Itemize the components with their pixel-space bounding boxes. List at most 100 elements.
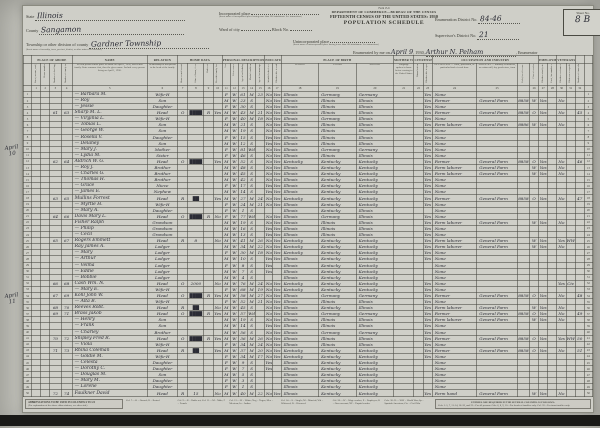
cell-sch: No (264, 310, 274, 318)
table-row: 32 66 68 Cash Wm. N. Head O 2000 No M W 76 M 24 No Yes… (22, 279, 594, 287)
group-header: HOME DATA (177, 55, 223, 64)
cell-eng: Yes (422, 255, 433, 263)
cell-dw: 72 (49, 389, 62, 397)
cell-eng: Yes (422, 334, 433, 342)
cell-wk: Yes (538, 310, 549, 318)
enumeration-district-field: Enumeration District No. 84-46 (435, 13, 521, 24)
cell-code: 8858 (516, 194, 531, 202)
cell-val: ████ (187, 157, 205, 166)
sheet-number-box: Sheet No. 8 B (563, 9, 600, 36)
abbreviation-block: Col. 26.—W = Wage worker; E = Employer; … (332, 398, 380, 405)
cell-wk: Yes (538, 346, 549, 354)
cell-rw: Yes (272, 298, 282, 306)
enumeration-year: , 1930, (413, 50, 425, 55)
incorporated-label: Incorporated place (219, 11, 251, 16)
cell-eng: Yes (422, 231, 433, 239)
cell-rw: Yes (272, 133, 282, 141)
cell-sch: Yes (264, 261, 274, 269)
table-row: 24— Cecil Grandson M W 13 S Yes Yes Illinois Illi… (22, 231, 594, 239)
cell-sch: No (264, 346, 274, 354)
cell-eng: Yes (422, 170, 433, 178)
cell-rw: Yes (272, 170, 282, 178)
cell-wk: Yes (538, 243, 549, 251)
cell-eng: Yes (422, 127, 433, 135)
abbreviation-blocks: Col. 7.—O = Owned; R = Rented Col. 9.—R =… (126, 399, 432, 409)
census-table: PLACE OF ABODE NAME RELATION HOME DATA PERSO… (22, 55, 594, 397)
enumeration-date: April 9 (390, 48, 414, 56)
ward-label: Ward of city (219, 27, 240, 32)
table-row: 50 72 74 Faulkner David Head R 15 No M W 40 M 22 No Ye… (22, 389, 594, 397)
cell-war (565, 389, 576, 397)
cell-rw: Yes (272, 212, 282, 220)
column-label-cls: Class of worker (528, 63, 540, 86)
cell-wk: Yes (538, 316, 549, 324)
cell-sch: No (264, 115, 274, 123)
margin-note-april-10: April 10 (4, 144, 19, 158)
cell-rw: Yes (272, 389, 282, 397)
cell-rw: Yes (272, 121, 282, 129)
group-header: VETERANS (556, 55, 576, 64)
cell-sch: No (264, 298, 274, 306)
cell-rw: Yes (272, 115, 282, 123)
cell-sch: Yes (264, 139, 274, 147)
table-head: PLACE OF ABODE NAME RELATION HOME DATA PERSO… (22, 55, 594, 92)
supervisor-district-label: Supervisor's District No. (435, 33, 477, 38)
column-label-lnr (583, 63, 594, 86)
cell-code (516, 389, 531, 397)
cell-bpf: Kentucky (318, 389, 357, 397)
table-row: 14— Charles G. Brother M W 45 S No Yes Illinois K… (22, 170, 594, 178)
cell-farm: Yes (212, 334, 223, 342)
township-value: Gardner Township (91, 38, 162, 49)
cell-age: 40 (237, 389, 249, 397)
cell-rw: Yes (272, 127, 282, 135)
table-row: 31— Bobbie Lodger M W 4 S Illinois Kentucky Kent… (22, 273, 594, 281)
department-line: DEPARTMENT OF COMMERCE—BUREAU OF THE CEN… (331, 10, 437, 15)
cell-eng: Yes (422, 322, 433, 330)
column-label-sex: Sex (221, 63, 231, 86)
column-label-fam: Number of family in order of visitation (60, 63, 73, 86)
cell-sch: No (264, 389, 274, 397)
cell-rw: Yes (272, 243, 282, 251)
abbreviations-note: (For explanation of the above abbreviati… (28, 403, 88, 407)
incorporated-note: (Insert name of incorporated place havin… (219, 15, 302, 18)
cell-sch: No (264, 291, 274, 300)
cell-code: 8886 (516, 121, 531, 129)
enumerated-by-field: Enumerated by me on April 9, 1930, Arthu… (353, 48, 538, 57)
group-header: EDUCATION (264, 55, 282, 64)
cell-eng: Yes (422, 328, 433, 336)
column-label-fno: Number of farm schedule (574, 63, 585, 86)
cell-street (31, 389, 42, 397)
cell-rw: Yes (272, 346, 282, 354)
column-label-farm: Does this family live on a farm? (212, 63, 223, 86)
cell-eng: Yes (422, 115, 433, 123)
column-label-mt: Language spoken in home before coming to… (393, 63, 415, 86)
abbreviation-block: Col. 14.—S = Single; M = Married; Wd = W… (281, 398, 324, 405)
cell-rw: Yes (272, 200, 282, 208)
cell-sch: No (264, 316, 274, 324)
cell-sch: Yes (264, 267, 274, 275)
column-label-occ: OCCUPATION — Trade, profession, or parti… (431, 63, 478, 86)
cell-sch: No (264, 243, 274, 251)
cell-rw: Yes (272, 109, 282, 117)
column-label-am: Age at first marriage (255, 63, 266, 86)
cell-wk: Yes (538, 163, 549, 172)
cell-rw: Yes (272, 340, 282, 348)
cell-war: WW (565, 334, 576, 342)
cell-farm: No (212, 279, 223, 287)
group-header: RELATION (146, 55, 179, 64)
cell-eng: Yes (422, 279, 433, 287)
cell-rw: Yes (272, 218, 282, 226)
cell-eng: Yes (422, 109, 433, 117)
column-label-name: of each person whose place of abode on A… (71, 63, 148, 86)
cell-val: ████ (187, 310, 205, 318)
cell-rw: Yes (272, 352, 282, 361)
cell-vet: Yes (556, 334, 567, 342)
table-row: 26 Ray James A. Lodger M W 34 M 22 No Yes Kentucky… (22, 243, 594, 251)
table-row: 10— Mary J. Mother F W 81 Wd No Yes Illinois Germ… (22, 145, 594, 153)
cell-rw: Yes (272, 188, 282, 196)
cell-lnl: 50 (22, 389, 33, 397)
enumeration-district-value: 84-46 (480, 13, 503, 24)
cell-bpm: Kentucky (355, 389, 395, 397)
cell-eng: Yes (422, 224, 433, 233)
cell-code: 8858 (516, 109, 531, 117)
